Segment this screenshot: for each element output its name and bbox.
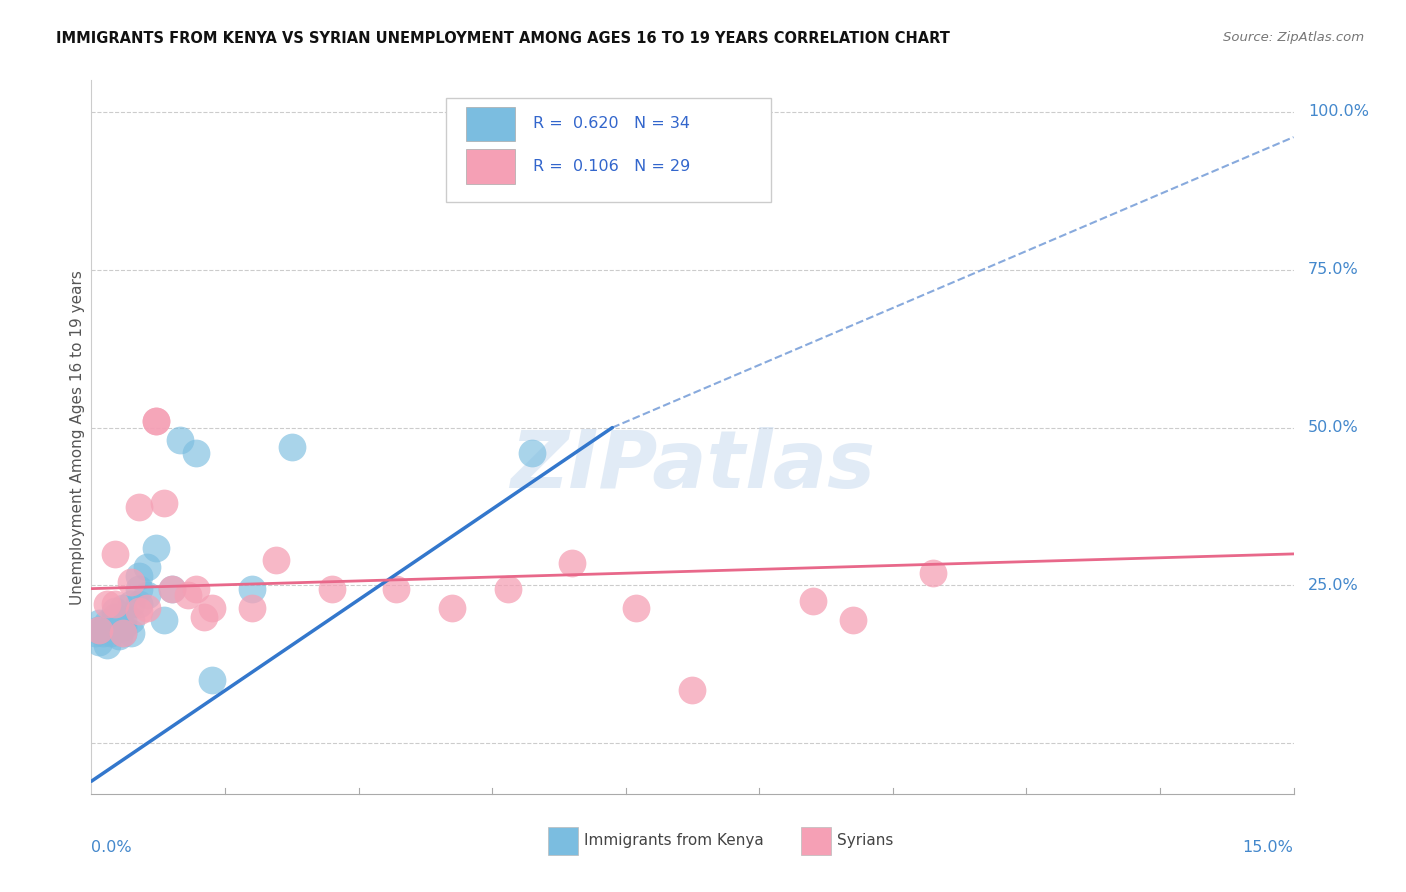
Point [89,623,111,637]
Point [160,582,183,596]
Point [184,582,207,596]
Point [841,613,863,627]
Point [281,440,304,454]
Point [602,180,624,194]
Point [145,414,167,428]
Point [440,600,463,615]
Point [87,623,110,637]
Point [145,414,167,428]
Text: Immigrants from Kenya: Immigrants from Kenya [585,833,763,848]
Point [112,619,135,633]
Point [561,557,583,571]
Text: 15.0%: 15.0% [1243,840,1294,855]
Point [193,610,215,624]
Text: Source: ZipAtlas.com: Source: ZipAtlas.com [1223,31,1364,45]
Point [136,600,159,615]
Point [121,575,143,590]
Text: 75.0%: 75.0% [1308,262,1358,277]
Point [121,613,143,627]
Text: R =  0.620   N = 34: R = 0.620 N = 34 [533,116,689,131]
Text: Syrians: Syrians [837,833,893,848]
Point [96,639,118,653]
Text: 0.0%: 0.0% [91,840,132,855]
Point [128,500,150,514]
Point [96,598,118,612]
Text: 50.0%: 50.0% [1308,420,1358,435]
FancyBboxPatch shape [548,828,578,855]
Point [84,625,107,640]
Point [96,616,118,631]
Point [108,629,131,643]
Point [240,582,263,596]
Point [321,582,343,596]
FancyBboxPatch shape [467,107,515,141]
Point [89,635,111,649]
Point [112,600,135,615]
Point [93,625,115,640]
Point [104,598,127,612]
Text: R =  0.106   N = 29: R = 0.106 N = 29 [533,159,690,174]
Point [152,613,174,627]
Point [121,598,143,612]
Point [801,594,824,608]
Point [176,588,198,602]
Point [264,553,287,567]
Point [128,598,150,612]
Point [89,616,111,631]
Point [681,682,703,697]
Point [496,582,519,596]
Point [922,566,945,580]
Text: 25.0%: 25.0% [1308,578,1358,593]
Point [201,673,224,688]
Point [128,569,150,583]
Point [112,625,135,640]
Point [152,496,174,510]
FancyBboxPatch shape [800,828,831,855]
Point [100,625,122,640]
FancyBboxPatch shape [446,98,770,202]
Point [104,547,127,561]
FancyBboxPatch shape [467,150,515,184]
Point [136,588,159,602]
Point [169,434,191,448]
Point [385,582,408,596]
Text: IMMIGRANTS FROM KENYA VS SYRIAN UNEMPLOYMENT AMONG AGES 16 TO 19 YEARS CORRELATI: IMMIGRANTS FROM KENYA VS SYRIAN UNEMPLOY… [56,31,950,46]
Point [112,613,135,627]
Y-axis label: Unemployment Among Ages 16 to 19 years: Unemployment Among Ages 16 to 19 years [70,269,84,605]
Point [522,446,544,460]
Point [121,625,143,640]
Point [145,541,167,555]
Point [184,446,207,460]
Point [626,600,648,615]
Point [240,600,263,615]
Point [201,600,224,615]
Point [128,582,150,596]
Text: 100.0%: 100.0% [1308,104,1369,120]
Point [104,604,127,618]
Point [160,582,183,596]
Point [128,604,150,618]
Point [104,610,127,624]
Point [112,625,135,640]
Point [136,559,159,574]
Text: ZIPatlas: ZIPatlas [510,426,875,505]
Point [104,623,127,637]
